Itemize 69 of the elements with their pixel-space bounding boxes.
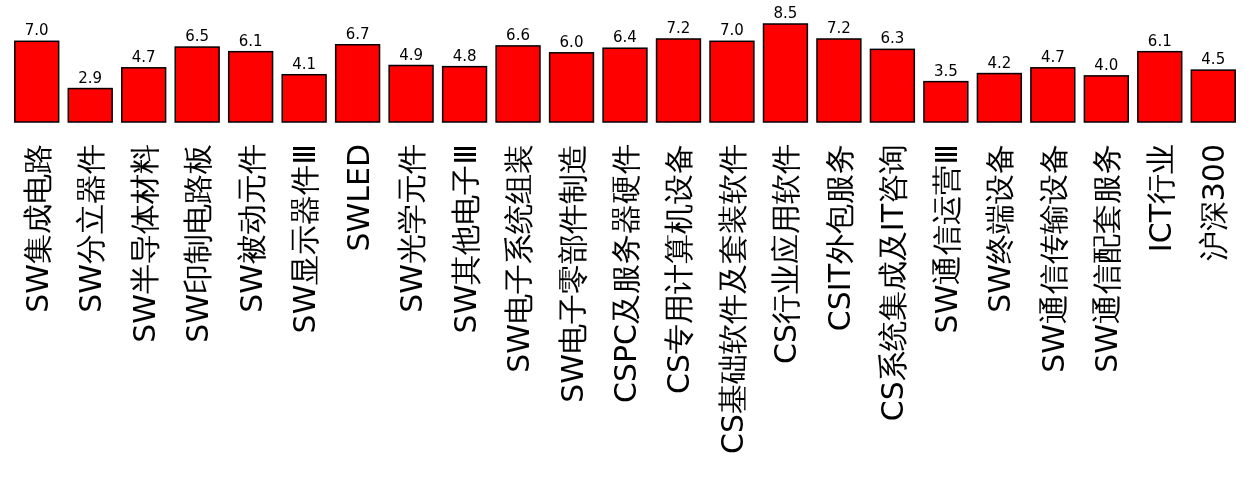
bar (548, 52, 595, 123)
x-tick-label: SW终端设备 (982, 144, 1018, 313)
bar (976, 72, 1023, 123)
data-label: 6.7 (345, 24, 370, 43)
data-label: 4.7 (131, 47, 156, 66)
x-tick-label: CS系统集成及IT咨询 (875, 144, 911, 422)
data-label: 8.5 (773, 4, 798, 22)
x-tick-label: 沪深300 (1196, 144, 1232, 262)
bar (334, 44, 381, 123)
bar (14, 40, 60, 123)
bar (869, 48, 916, 123)
bar (602, 47, 648, 123)
data-label: 7.2 (826, 18, 851, 37)
bar (174, 46, 220, 123)
bar (762, 23, 809, 123)
x-tick-label: SW显示器件Ⅲ (287, 144, 323, 334)
x-tick-label: CS行业应用软件 (768, 144, 804, 364)
data-label: 6.0 (559, 32, 584, 51)
x-tick-label: CS专用计算机设备 (661, 144, 697, 394)
bar (67, 87, 113, 123)
bar (388, 64, 434, 123)
x-tick-label: SW通信传输设备 (1035, 144, 1071, 373)
data-label: 7.0 (24, 21, 49, 40)
bar (816, 38, 862, 123)
data-label: 4.2 (987, 53, 1012, 72)
x-tick-label: ICT行业 (1142, 144, 1178, 253)
bar (281, 73, 327, 123)
x-tick-label: SW半导体材料 (126, 144, 162, 343)
data-label: 7.2 (666, 18, 691, 37)
bar (227, 50, 274, 123)
x-tick-label: SW分立器件 (73, 144, 109, 313)
data-label: 4.7 (1040, 47, 1065, 66)
data-label: 6.1 (238, 31, 263, 50)
x-tick-label: SW集成电路 (19, 144, 55, 313)
data-label: 4.9 (399, 45, 424, 64)
bar (121, 67, 167, 123)
x-tick-label: SW电子系统组装 (501, 144, 537, 373)
x-tick-label: SW被动元件 (233, 144, 269, 313)
data-label: 4.8 (452, 46, 477, 65)
data-label: 2.9 (78, 68, 103, 87)
x-tick-label: SW其他电子Ⅲ (447, 144, 483, 334)
x-tick-label: SW通信运营Ⅲ (928, 144, 964, 334)
data-label: 6.3 (880, 29, 905, 48)
data-label: 6.4 (613, 28, 637, 47)
data-label: 4.5 (1201, 50, 1226, 69)
data-label: 4.0 (1094, 55, 1119, 74)
bar (923, 80, 969, 123)
data-label: 3.5 (933, 61, 958, 80)
data-label: 6.5 (185, 27, 210, 46)
bar (655, 38, 702, 123)
x-tick-label: SW印制电路板 (180, 144, 216, 343)
x-tick-label: CSIT外包服务 (821, 144, 857, 332)
x-tick-label: SW通信配套服务 (1089, 144, 1125, 373)
data-label: 7.0 (720, 21, 744, 40)
bar (1030, 67, 1076, 123)
data-label: 6.6 (506, 25, 530, 44)
x-tick-label: CS基础软件及套装软件 (714, 144, 750, 454)
data-label: 4.1 (292, 54, 317, 73)
bar (1190, 69, 1236, 123)
bar (441, 65, 488, 123)
bar (1083, 75, 1129, 123)
x-tick-label: SWLED (340, 144, 376, 252)
x-tick-label: CSPC及服务器硬件 (608, 144, 643, 404)
bar (1137, 50, 1183, 123)
data-label: 6.1 (1147, 31, 1172, 50)
bar (495, 45, 541, 123)
bar (709, 40, 755, 123)
x-tick-label: SW电子零部件制造 (554, 144, 590, 403)
x-tick-label: SW光学元件 (394, 144, 430, 313)
